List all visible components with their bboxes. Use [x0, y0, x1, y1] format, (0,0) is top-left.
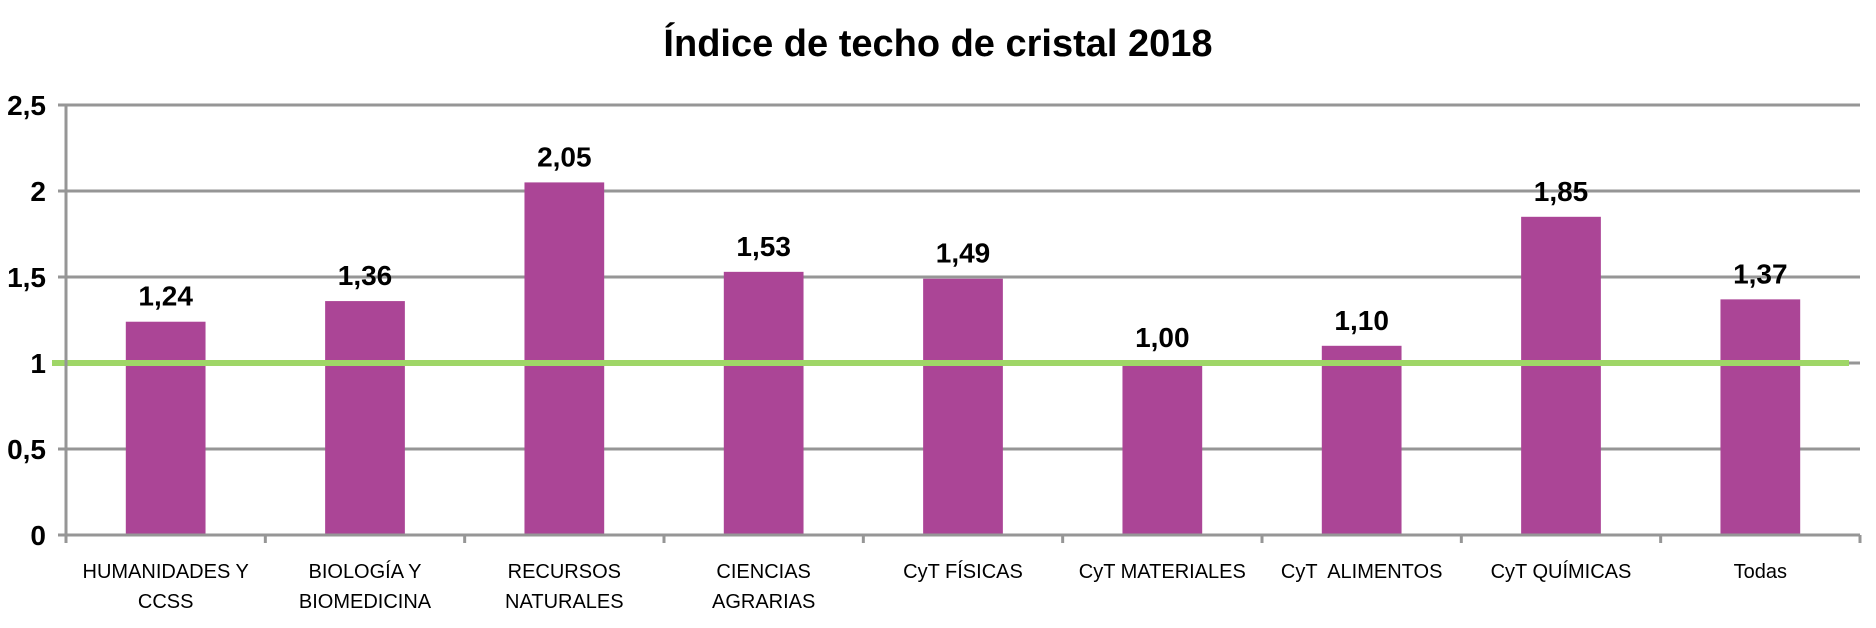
data-label: 1,24	[138, 281, 193, 312]
data-label: 1,53	[736, 231, 791, 262]
data-labels: 1,24 1,36 2,05 1,53 1,49 1,00 1,10 1,85 1,37	[138, 141, 1787, 353]
bar	[1122, 363, 1203, 535]
data-label: 1,85	[1534, 176, 1589, 207]
x-category-label: CyT QUÍMICAS	[1491, 560, 1632, 583]
x-category-label: CyT ALIMENTOS	[1281, 561, 1443, 583]
y-tick-label: 2,5	[7, 90, 46, 121]
data-label: 1,37	[1733, 258, 1788, 289]
x-category-label: RECURSOS NATURALES	[505, 561, 624, 613]
x-category-label-line: CCSS	[138, 591, 194, 613]
data-label: 1,10	[1334, 305, 1389, 336]
data-label: 1,00	[1135, 322, 1190, 353]
x-category-label-line: HUMANIDADES Y	[83, 561, 249, 583]
x-category-label: CyT FÍSICAS	[903, 560, 1023, 583]
x-category-label-line: AGRARIAS	[712, 591, 815, 613]
x-category-label-line: CIENCIAS	[716, 561, 810, 583]
axes	[58, 105, 1860, 543]
bar	[723, 271, 804, 535]
x-category-label: HUMANIDADES Y CCSS	[83, 561, 249, 613]
bar	[524, 182, 605, 535]
x-category-label-line: CyT FÍSICAS	[903, 560, 1023, 583]
y-tick-label: 1,5	[7, 262, 46, 293]
bar	[1321, 345, 1402, 535]
x-category-label-line: NATURALES	[505, 591, 624, 613]
y-tick-label: 2	[30, 176, 46, 207]
bar	[125, 321, 206, 535]
x-axis-ticks	[263, 535, 1862, 543]
x-category-label-line: BIOLOGÍA Y	[308, 560, 421, 583]
x-category-label-line: CyT MATERIALES	[1079, 561, 1246, 583]
x-category-label: BIOLOGÍA Y BIOMEDICINA	[299, 560, 432, 613]
y-tick-label: 0,5	[7, 434, 46, 465]
x-category-label-line: RECURSOS	[508, 561, 621, 583]
chart-title: Índice de techo de cristal 2018	[663, 21, 1212, 65]
y-tick-label: 0	[30, 520, 46, 551]
x-category-label: Todas	[1734, 561, 1787, 583]
x-category-label: CIENCIAS AGRARIAS	[712, 561, 815, 613]
y-axis-ticks: 0 0,5 1 1,5 2 2,5	[7, 90, 46, 551]
x-category-label: CyT MATERIALES	[1079, 561, 1246, 583]
x-category-label-line: BIOMEDICINA	[299, 591, 432, 613]
data-label: 2,05	[537, 141, 592, 172]
x-category-label-line: Todas	[1734, 561, 1787, 583]
bar	[1521, 216, 1601, 536]
bar	[1720, 299, 1801, 535]
bar	[923, 278, 1003, 535]
x-category-label-line: CyT ALIMENTOS	[1281, 561, 1443, 583]
y-tick-label: 1	[30, 348, 46, 379]
x-axis-labels: HUMANIDADES Y CCSS BIOLOGÍA Y BIOMEDICINA RE…	[83, 560, 1788, 613]
bar	[325, 301, 405, 535]
x-category-label-line: CyT QUÍMICAS	[1491, 560, 1632, 583]
data-label: 1,49	[936, 238, 991, 269]
data-label: 1,36	[338, 260, 393, 291]
bars	[125, 182, 1801, 536]
